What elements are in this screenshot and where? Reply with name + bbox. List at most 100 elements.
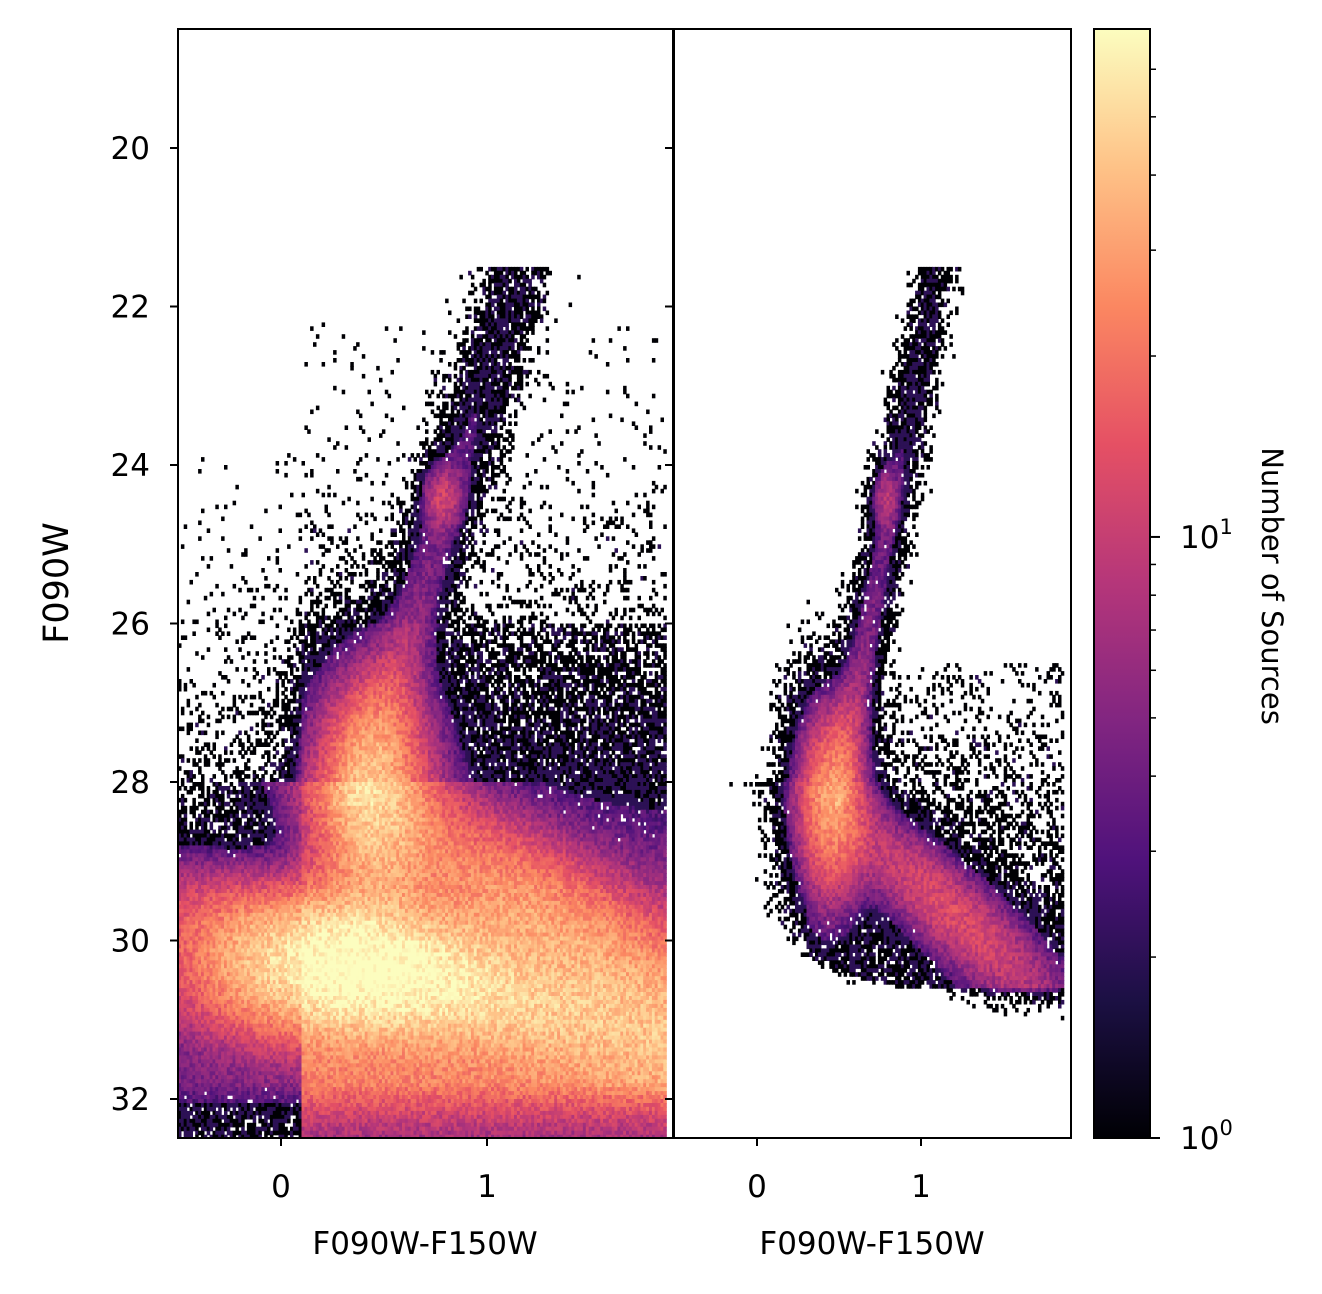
heatmap-cell — [195, 695, 199, 700]
heatmap-cell — [184, 826, 188, 831]
heatmap-cell — [256, 731, 260, 736]
heatmap-cell — [235, 485, 239, 490]
heatmap-cell — [184, 683, 188, 688]
heatmap-cell — [250, 703, 254, 708]
heatmap-cell — [284, 596, 288, 601]
heatmap-cell — [250, 826, 254, 831]
heatmap-cell — [227, 715, 231, 720]
heatmap-cell — [258, 695, 262, 700]
heatmap-cell — [293, 663, 297, 668]
heatmap-cell — [207, 790, 211, 795]
heatmap-cell — [215, 620, 219, 625]
heatmap-cell — [241, 746, 245, 751]
heatmap-cell — [244, 762, 248, 767]
heatmap-cell — [264, 576, 268, 581]
heatmap-cell — [284, 616, 288, 621]
heatmap-cell — [215, 584, 219, 589]
heatmap-cell — [195, 762, 199, 767]
heatmap-cell — [187, 703, 191, 708]
heatmap-cell — [270, 639, 274, 644]
heatmap-cell — [276, 695, 280, 700]
heatmap-cell — [279, 608, 283, 613]
heatmap-cell — [276, 635, 280, 640]
heatmap-cell — [218, 635, 222, 640]
heatmap-cell — [276, 584, 280, 589]
heatmap-cell — [244, 1099, 248, 1104]
heatmap-cell — [247, 774, 251, 779]
heatmap-cell — [190, 826, 194, 831]
heatmap-cell — [290, 655, 294, 660]
heatmap-cell — [235, 794, 239, 799]
heatmap-cell — [213, 754, 217, 759]
heatmap-cell — [210, 810, 214, 815]
heatmap-cell — [316, 604, 320, 609]
heatmap-cell — [238, 738, 242, 743]
heatmap-cell — [195, 723, 199, 728]
heatmap-cell — [198, 750, 202, 755]
heatmap-cell — [204, 691, 208, 696]
heatmap-cell — [207, 647, 211, 652]
heatmap-cell — [198, 536, 202, 541]
heatmap-cell — [279, 505, 283, 510]
heatmap-cell — [215, 735, 219, 740]
heatmap-cell — [287, 1119, 291, 1124]
heatmap-cell — [238, 750, 242, 755]
heatmap-cell — [313, 524, 317, 529]
heatmap-cell — [198, 814, 202, 819]
heatmap-cell — [261, 568, 265, 573]
heatmap-cell — [187, 600, 191, 605]
heatmap-cell — [264, 643, 268, 648]
heatmap-cell — [273, 762, 277, 767]
heatmap-cell — [261, 596, 265, 601]
heatmap-cell — [227, 826, 231, 831]
heatmap-cell — [224, 750, 228, 755]
heatmap-cell — [261, 707, 265, 712]
heatmap-cell — [184, 687, 188, 692]
heatmap-cell — [264, 659, 268, 664]
heatmap-cell — [316, 334, 320, 339]
heatmap-cell — [273, 608, 277, 613]
heatmap-cell — [201, 794, 205, 799]
heatmap-cell — [238, 608, 242, 613]
heatmap-cell — [299, 612, 303, 617]
heatmap-cell — [221, 517, 225, 522]
heatmap-cell — [233, 719, 237, 724]
heatmap-cell — [307, 513, 311, 518]
heatmap-cell — [221, 770, 225, 775]
heatmap-cell — [267, 556, 271, 561]
heatmap-cell — [192, 758, 196, 763]
heatmap-cell — [256, 723, 260, 728]
heatmap-cell — [238, 731, 242, 736]
heatmap-cell — [244, 612, 248, 617]
heatmap-cell — [187, 699, 191, 704]
heatmap-cell — [287, 628, 291, 633]
heatmap-cell — [316, 453, 320, 458]
heatmap-cell — [304, 548, 308, 553]
heatmap-cell — [276, 742, 280, 747]
heatmap-cell — [181, 727, 185, 732]
panel-left: 20222426283032 01 F090W-F150W F090W — [37, 29, 673, 1262]
heatmap-cell — [264, 651, 268, 656]
heatmap-cell — [310, 536, 314, 541]
heatmap-cell — [190, 1131, 194, 1136]
heatmap-cell — [250, 524, 254, 529]
heatmap-cell — [210, 592, 214, 597]
heatmap-cell — [253, 695, 257, 700]
heatmap-cell — [241, 699, 245, 704]
heatmap-cell — [296, 635, 300, 640]
heatmap-cell — [261, 719, 265, 724]
heatmap-cell — [290, 635, 294, 640]
heatmap-cell — [270, 616, 274, 621]
heatmap-cell — [247, 766, 251, 771]
heatmap-cell — [207, 1111, 211, 1116]
heatmap-cell — [247, 651, 251, 656]
heatmap-cell — [299, 513, 303, 518]
heatmap-cell — [273, 647, 277, 652]
heatmap-cell — [261, 778, 265, 783]
heatmap-cell — [304, 564, 308, 569]
heatmap-cell — [218, 1111, 222, 1116]
heatmap-cell — [258, 1131, 262, 1136]
heatmap-cell — [261, 620, 265, 625]
heatmap-cell — [316, 406, 320, 411]
heatmap-cell — [207, 814, 211, 819]
